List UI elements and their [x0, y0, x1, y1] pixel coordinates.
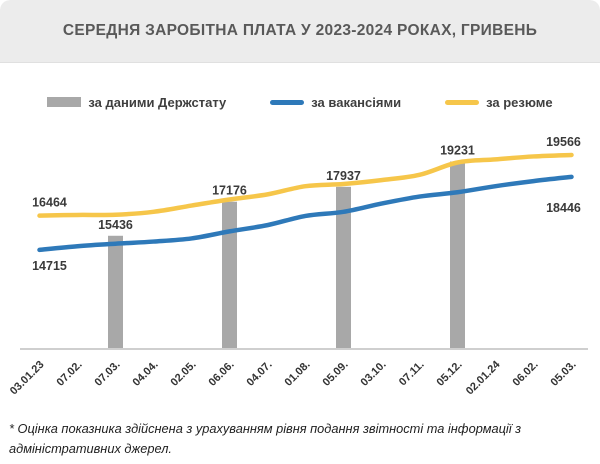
legend-item-vacancies: за вакансіями: [270, 95, 401, 110]
legend-item-derzhstat: за даними Держстату: [47, 95, 226, 110]
bar-derzhstat-06.06.: [222, 201, 237, 349]
line-vacancies: [37, 174, 574, 253]
bar-derzhstat-05.12.: [450, 161, 465, 349]
legend-label-vacancies: за вакансіями: [311, 94, 402, 110]
bar-derzhstat-07.03.: [108, 235, 123, 349]
legend-label-derzhstat: за даними Держстату: [88, 94, 227, 110]
chart-title: СЕРЕДНЯ ЗАРОБІТНА ПЛАТА У 2023-2024 РОКА…: [62, 22, 538, 39]
x-tick-label-02.05.: 02.05.: [169, 359, 199, 389]
value-label-bar-07.03.: 15436: [98, 218, 133, 232]
value-label-bar-05.09.: 17937: [326, 169, 361, 183]
line-resume: [37, 152, 574, 218]
value-label-bar-06.06.: 17176: [212, 184, 247, 198]
chart-footnote: * Оцінка показника здійснена з урахуванн…: [9, 421, 522, 456]
chart-header: СЕРЕДНЯ ЗАРОБІТНА ПЛАТА У 2023-2024 РОКА…: [0, 0, 600, 63]
value-label-bar-05.12.: 19231: [440, 144, 475, 158]
chart-legend: за даними Держстату за вакансіями за рез…: [0, 92, 600, 112]
x-tick-label-04.07.: 04.07.: [245, 359, 275, 389]
legend-swatch-line-yellow: [445, 99, 480, 105]
x-tick-label-03.10.: 03.10.: [359, 359, 389, 389]
x-tick-label-05.03.: 05.03.: [549, 359, 579, 389]
value-label-16464: 16464: [32, 196, 67, 210]
x-tick-label-05.09.: 05.09.: [321, 359, 351, 389]
legend-item-resume: за резюме: [445, 95, 553, 110]
x-tick-label-06.02.: 06.02.: [511, 359, 541, 389]
value-label-14715: 14715: [32, 259, 67, 273]
legend-swatch-line-blue: [270, 99, 305, 105]
x-tick-label-04.04.: 04.04.: [131, 359, 161, 389]
value-label-19566: 19566: [546, 135, 581, 149]
legend-label-resume: за резюме: [486, 94, 553, 110]
x-tick-label-07.11.: 07.11.: [397, 359, 427, 389]
x-tick-label-07.03.: 07.03.: [93, 359, 123, 389]
value-label-18446: 18446: [546, 201, 581, 215]
x-tick-label-07.02.: 07.02.: [55, 359, 85, 389]
bar-derzhstat-05.09.: [336, 186, 351, 349]
x-tick-label-05.12.: 05.12.: [435, 359, 465, 389]
x-tick-label-03.01.23: 03.01.23: [8, 359, 47, 398]
x-tick-label-06.06.: 06.06.: [207, 359, 237, 389]
legend-swatch-bar-gray: [47, 97, 82, 107]
x-tick-label-01.08.: 01.08.: [283, 359, 313, 389]
chart-plot-area: 15436 17176 17937 19231 14715 16464 18446 19566…: [8, 135, 588, 398]
x-tick-label-02.01.24: 02.01.24: [464, 358, 503, 397]
